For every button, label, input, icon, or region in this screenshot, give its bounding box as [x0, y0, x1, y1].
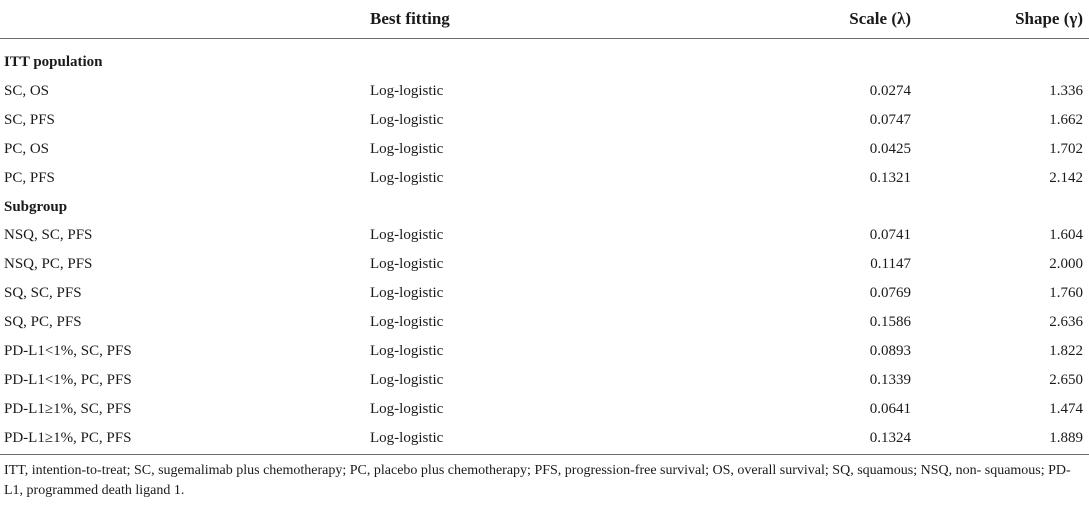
row-best-fitting: Log-logistic: [370, 82, 444, 99]
row-best-fitting: Log-logistic: [370, 256, 444, 273]
row-best-fitting: Log-logistic: [368, 423, 708, 455]
row-shape: 1.822: [1049, 342, 1083, 359]
row-best-fitting: Log-logistic: [370, 111, 444, 128]
row-shape: 1.889: [913, 423, 1089, 455]
row-scale: 0.0274: [869, 82, 911, 99]
row-label: NSQ, SC, PFS: [4, 227, 93, 244]
table-row: SC, OS Log-logistic 0.0274 1.336: [0, 77, 1089, 106]
table-body: ITT population SC, OS Log-logistic 0.0274 1.…: [0, 39, 1089, 455]
row-shape: 2.636: [1049, 314, 1083, 331]
row-scale: 0.1321: [869, 169, 911, 186]
parameter-table-container: Best fitting Scale (λ) Shape (γ) ITT pop…: [0, 0, 1089, 455]
table-header: Best fitting Scale (λ) Shape (γ): [0, 0, 1089, 39]
row-best-fitting: Log-logistic: [370, 314, 444, 331]
table-row: SC, PFS Log-logistic 0.0747 1.662: [0, 106, 1089, 135]
table-row: PC, PFS Log-logistic 0.1321 2.142: [0, 164, 1089, 193]
row-shape: 1.336: [1049, 82, 1083, 99]
row-shape: 1.604: [1049, 227, 1083, 244]
table-row: PD-L1≥1%, PC, PFS Log-logistic 0.1324 1.889: [0, 423, 1089, 455]
row-label: PC, PFS: [4, 169, 55, 186]
table-row: PD-L1<1%, PC, PFS Log-logistic 0.1339 2.650: [0, 366, 1089, 395]
row-scale: 0.1586: [869, 314, 911, 331]
row-best-fitting: Log-logistic: [370, 140, 444, 157]
row-scale: 0.1339: [869, 371, 911, 388]
row-scale: 0.0741: [869, 227, 911, 244]
row-best-fitting: Log-logistic: [370, 227, 444, 244]
row-scale: 0.1324: [708, 423, 913, 455]
row-label: PD-L1≥1%, SC, PFS: [4, 400, 132, 417]
row-scale: 0.1147: [870, 256, 911, 273]
row-best-fitting: Log-logistic: [370, 342, 444, 359]
row-label: PD-L1<1%, SC, PFS: [4, 342, 132, 359]
table-row: SQ, PC, PFS Log-logistic 0.1586 2.636: [0, 308, 1089, 337]
row-label: SQ, SC, PFS: [4, 285, 82, 302]
row-label: PD-L1<1%, PC, PFS: [4, 371, 132, 388]
header-row: Best fitting Scale (λ) Shape (γ): [0, 0, 1089, 39]
row-best-fitting: Log-logistic: [370, 400, 444, 417]
header-shape: Shape (γ): [913, 0, 1089, 39]
row-best-fitting: Log-logistic: [370, 371, 444, 388]
row-best-fitting: Log-logistic: [370, 285, 444, 302]
section-title: Subgroup: [4, 198, 68, 215]
table-row: PD-L1<1%, SC, PFS Log-logistic 0.0893 1.822: [0, 337, 1089, 366]
table-row: PD-L1≥1%, SC, PFS Log-logistic 0.0641 1.474: [0, 395, 1089, 424]
section-row: ITT population: [0, 39, 1089, 78]
row-scale: 0.0769: [869, 285, 911, 302]
row-shape: 1.662: [1049, 111, 1083, 128]
table-row: SQ, SC, PFS Log-logistic 0.0769 1.760: [0, 279, 1089, 308]
row-shape: 1.702: [1049, 140, 1083, 157]
row-label: NSQ, PC, PFS: [4, 256, 93, 273]
row-scale: 0.0425: [869, 140, 911, 157]
row-label: PC, OS: [4, 140, 50, 157]
row-shape: 2.000: [1049, 256, 1083, 273]
parameter-table: Best fitting Scale (λ) Shape (γ) ITT pop…: [0, 0, 1089, 455]
section-row: Subgroup: [0, 193, 1089, 222]
row-best-fitting: Log-logistic: [370, 169, 444, 186]
row-shape: 1.474: [1049, 400, 1083, 417]
row-scale: 0.0747: [869, 111, 911, 128]
row-shape: 2.142: [1049, 169, 1083, 186]
row-label: PD-L1≥1%, PC, PFS: [0, 423, 368, 455]
row-scale: 0.0641: [869, 400, 911, 417]
row-label: SC, PFS: [4, 111, 55, 128]
table-row: NSQ, PC, PFS Log-logistic 0.1147 2.000: [0, 250, 1089, 279]
table-row: NSQ, SC, PFS Log-logistic 0.0741 1.604: [0, 221, 1089, 250]
header-label: [0, 0, 368, 39]
row-label: SQ, PC, PFS: [4, 314, 82, 331]
row-shape: 2.650: [1049, 371, 1083, 388]
header-scale: Scale (λ): [708, 0, 913, 39]
section-title: ITT population: [4, 53, 103, 70]
table-row: PC, OS Log-logistic 0.0425 1.702: [0, 135, 1089, 164]
row-shape: 1.760: [1049, 285, 1083, 302]
row-label: SC, OS: [4, 82, 50, 99]
row-scale: 0.0893: [869, 342, 911, 359]
table-footnote: ITT, intention-to-treat; SC, sugemalimab…: [4, 463, 1071, 498]
header-best-fitting: Best fitting: [368, 0, 708, 39]
